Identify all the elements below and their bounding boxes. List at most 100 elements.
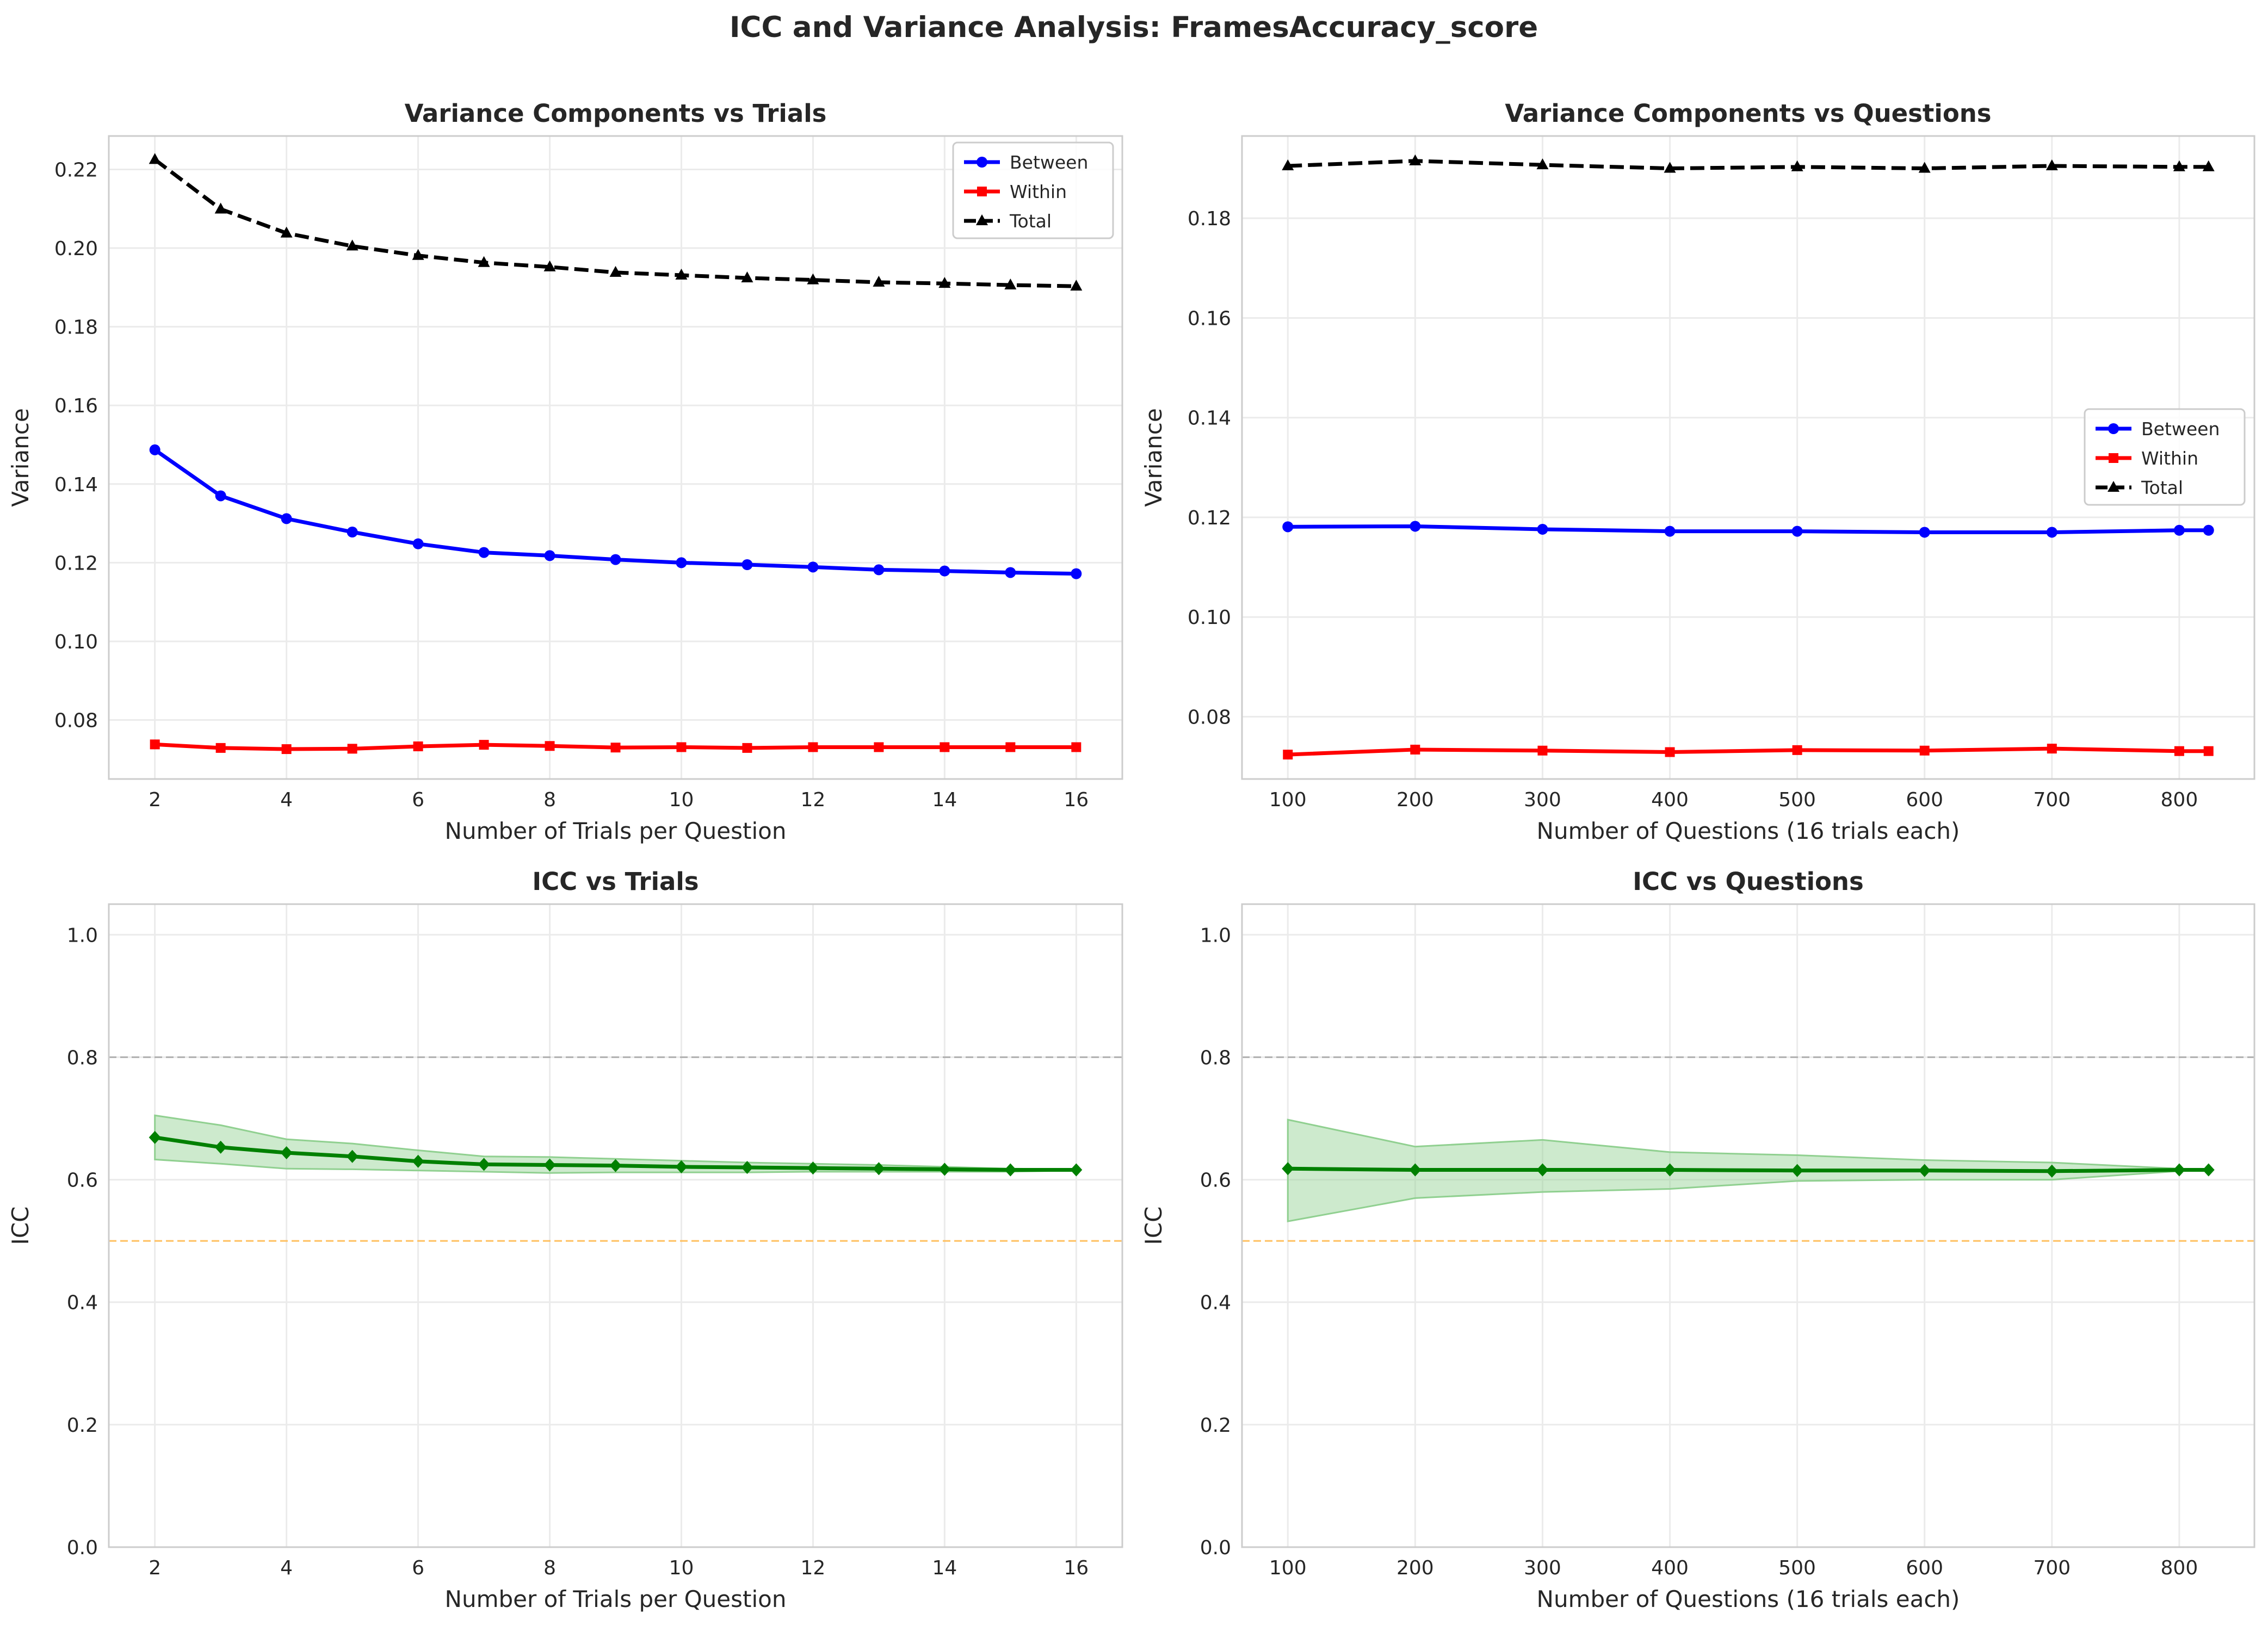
- x-tick-label: 8: [543, 1557, 556, 1579]
- legend: Between Within Total: [2085, 409, 2245, 505]
- data-point-between: [347, 527, 358, 537]
- data-point-between: [215, 490, 226, 501]
- data-point-between: [873, 564, 884, 575]
- y-tick-label: 0.2: [1200, 1414, 1231, 1437]
- y-tick-label: 0.8: [1200, 1047, 1231, 1069]
- data-point-within: [2174, 746, 2184, 756]
- data-point-between: [1282, 521, 1293, 532]
- y-tick-label: 1.0: [1200, 924, 1231, 947]
- x-tick-label: 300: [1524, 1557, 1561, 1579]
- y-tick-label: 0.08: [1188, 706, 1231, 728]
- data-point-within: [742, 743, 752, 753]
- y-tick-label: 0.4: [67, 1292, 98, 1314]
- legend-label-between: Between: [2141, 418, 2220, 440]
- data-point-between: [545, 550, 555, 561]
- y-tick-label: 0.16: [54, 395, 98, 417]
- y-tick-label: 0.10: [54, 631, 98, 653]
- x-tick-label: 500: [1778, 789, 1816, 811]
- y-tick-label: 0.8: [67, 1047, 98, 1069]
- data-point-between: [1005, 567, 1016, 578]
- legend-label-within: Within: [2141, 448, 2198, 469]
- data-point-between: [741, 559, 752, 570]
- y-tick-label: 0.18: [54, 317, 98, 339]
- data-point-between: [1919, 527, 1930, 537]
- data-point-within: [1283, 750, 1293, 759]
- x-tick-label: 500: [1778, 1557, 1816, 1579]
- legend-label-within: Within: [1010, 181, 1067, 202]
- y-tick-label: 0.2: [67, 1414, 98, 1437]
- y-tick-label: 0.10: [1188, 607, 1231, 629]
- x-tick-label: 100: [1269, 789, 1307, 811]
- x-tick-label: 200: [1396, 1557, 1434, 1579]
- x-tick-label: 400: [1651, 1557, 1689, 1579]
- x-tick-label: 200: [1396, 789, 1434, 811]
- chart-title: Variance Components vs Questions: [1505, 99, 1991, 128]
- y-tick-label: 0.4: [1200, 1292, 1231, 1314]
- x-tick-label: 12: [801, 1557, 826, 1579]
- data-point-between: [1792, 526, 1803, 537]
- data-point-between: [2047, 527, 2057, 537]
- data-point-between: [1410, 521, 1420, 531]
- legend-label-total: Total: [1009, 211, 1052, 232]
- y-tick-label: 0.14: [54, 474, 98, 496]
- data-point-within: [808, 742, 818, 752]
- legend-label-total: Total: [2141, 477, 2183, 498]
- y-tick-label: 0.20: [54, 238, 98, 260]
- x-tick-label: 700: [2033, 1557, 2071, 1579]
- x-tick-label: 14: [932, 789, 957, 811]
- x-tick-label: 6: [412, 1557, 424, 1579]
- data-point-between: [150, 444, 160, 455]
- y-tick-label: 0.14: [1188, 407, 1231, 430]
- data-point-within: [1665, 747, 1675, 757]
- x-tick-label: 800: [2161, 1557, 2198, 1579]
- y-tick-label: 0.16: [1188, 307, 1231, 330]
- series-line-icc: [1288, 1169, 2208, 1171]
- x-axis-label: Number of Questions (16 trials each): [1537, 818, 1960, 844]
- data-point-within: [545, 741, 555, 751]
- data-point-within: [2047, 744, 2057, 753]
- y-tick-label: 0.18: [1188, 208, 1231, 230]
- x-tick-label: 16: [1064, 1557, 1089, 1579]
- y-tick-label: 0.6: [67, 1170, 98, 1192]
- legend-marker-between: [2108, 423, 2119, 434]
- data-point-between: [479, 547, 490, 558]
- y-axis-label: ICC: [1140, 1206, 1167, 1245]
- y-axis-label: ICC: [7, 1206, 34, 1245]
- x-tick-label: 6: [412, 789, 424, 811]
- data-point-within: [479, 740, 489, 750]
- data-point-between: [2203, 525, 2214, 536]
- data-point-between: [676, 557, 687, 568]
- x-tick-label: 300: [1524, 789, 1561, 811]
- x-tick-label: 400: [1651, 789, 1689, 811]
- x-tick-label: 600: [1906, 1557, 1943, 1579]
- data-point-between: [1537, 524, 1548, 535]
- data-point-between: [807, 561, 818, 572]
- x-tick-label: 4: [280, 789, 293, 811]
- x-tick-label: 2: [149, 1557, 161, 1579]
- data-point-within: [1537, 746, 1547, 756]
- data-point-within: [874, 742, 883, 752]
- y-axis-label: Variance: [1140, 408, 1167, 506]
- chart-title: Variance Components vs Trials: [405, 99, 827, 128]
- data-point-between: [2174, 525, 2185, 536]
- x-tick-label: 2: [149, 789, 161, 811]
- x-tick-label: 800: [2161, 789, 2198, 811]
- data-point-within: [611, 743, 621, 752]
- x-tick-label: 700: [2033, 789, 2071, 811]
- y-tick-label: 0.6: [1200, 1170, 1231, 1192]
- data-point-between: [281, 513, 292, 524]
- x-axis-label: Number of Trials per Question: [445, 818, 787, 844]
- legend-marker-within: [2109, 453, 2118, 463]
- data-point-within: [1005, 742, 1015, 752]
- data-point-within: [1793, 745, 1802, 755]
- y-tick-label: 0.0: [1200, 1537, 1231, 1559]
- legend: Between Within Total: [953, 143, 1113, 238]
- data-point-within: [2204, 746, 2214, 756]
- x-tick-label: 16: [1064, 789, 1089, 811]
- data-point-within: [1410, 745, 1420, 755]
- x-tick-label: 10: [669, 789, 694, 811]
- figure-title: ICC and Variance Analysis: FramesAccurac…: [730, 11, 1538, 44]
- legend-label-between: Between: [1010, 152, 1088, 173]
- data-point-between: [413, 539, 424, 549]
- y-tick-label: 0.12: [54, 552, 98, 574]
